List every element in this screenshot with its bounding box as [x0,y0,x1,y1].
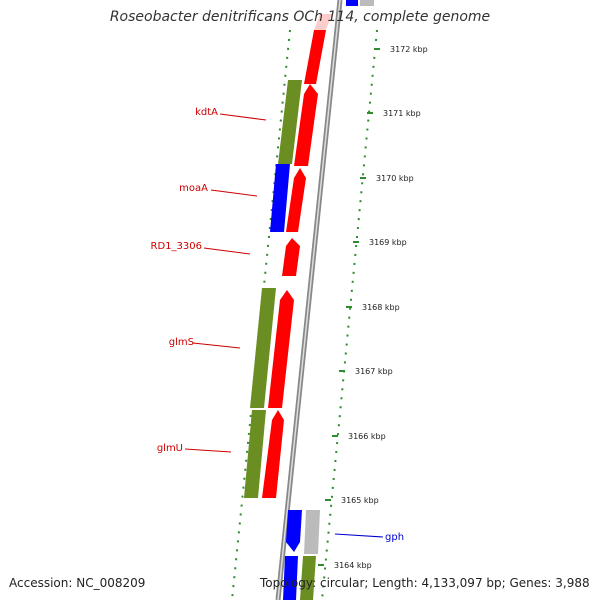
scale-tick-label: 3168 kbp [362,303,400,312]
gene-label-leader-line [184,448,232,453]
gene-label-leader-line [192,342,241,349]
backbone-line-inner [277,0,341,600]
scale-tick-label: 3164 kbp [334,561,372,570]
gene-label[interactable]: kdtA [195,107,218,118]
gene-label[interactable]: moaA [179,183,208,194]
forward-cds-arrow [286,168,306,232]
forward-cds-arrow [262,410,284,498]
reverse-cds-arrow [286,510,302,552]
other-cds-box [300,556,316,600]
scale-tick-label: 3167 kbp [355,367,393,376]
top-grey-feature [360,0,374,6]
map-title: Roseobacter denitrificans OCh 114, compl… [109,9,491,25]
reverse-cds-arrow [283,556,298,600]
accession-text: Accession: NC_008209 [9,576,146,590]
top-blue-feature [346,0,358,6]
scale-tick-label: 3165 kbp [341,496,379,505]
scale-tick-label: 3172 kbp [390,45,428,54]
gene-label[interactable]: gph [385,532,404,543]
forward-cds-arrow [314,14,332,30]
scale-tick-label: 3169 kbp [369,238,407,247]
gene-label[interactable]: glmS [169,337,194,348]
scale-tick-label: 3171 kbp [383,109,421,118]
other-cds-box [278,80,302,164]
outer-dotted-track [321,29,378,600]
grey-feature-box [304,510,320,554]
gene-label-leader-line [210,189,258,197]
forward-cds-arrow [304,30,326,84]
scale-tick-label: 3170 kbp [376,174,414,183]
other-cds-box [250,288,276,408]
forward-cds-arrow [282,238,300,276]
gene-label-leader-line [334,533,384,538]
inner-dotted-track [231,29,291,600]
topology-text: Topology: circular; Length: 4,133,097 bp… [260,576,590,590]
gene-label[interactable]: RD1_3306 [151,241,202,252]
reverse-cds-arrow [270,164,290,232]
gene-label[interactable]: glmU [157,443,183,454]
gene-label-leader-line [219,113,267,121]
gene-label-leader-line [203,247,251,255]
other-cds-box [244,410,266,498]
forward-cds-arrow [294,84,318,166]
scale-tick-label: 3166 kbp [348,432,386,441]
forward-cds-arrow [268,290,294,408]
